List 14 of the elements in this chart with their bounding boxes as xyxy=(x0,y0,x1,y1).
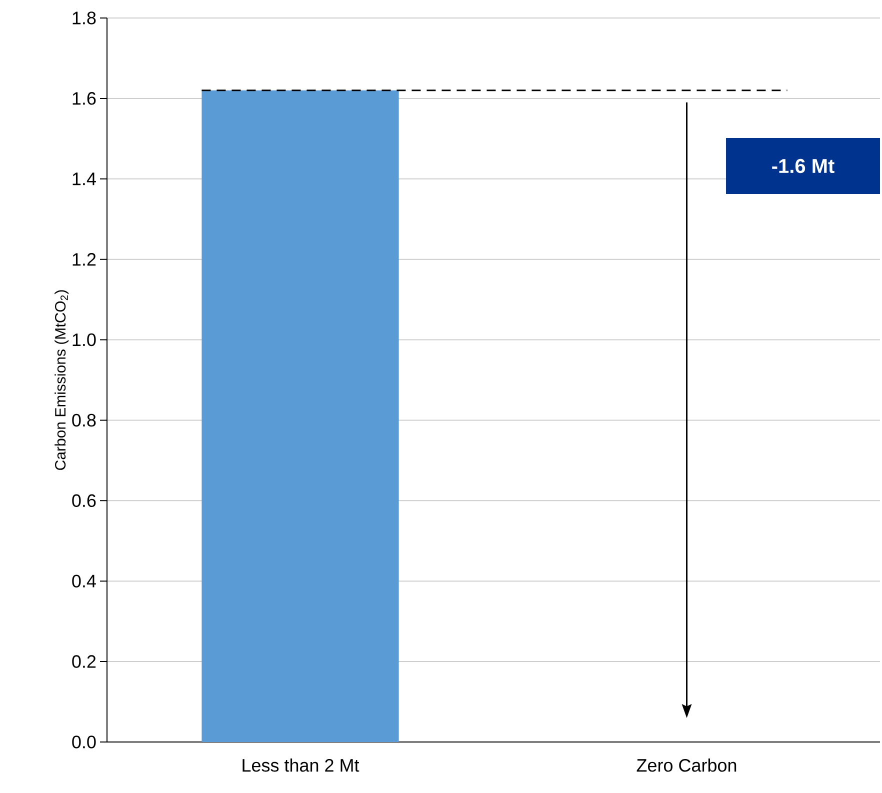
y-tick-label: 1.4 xyxy=(72,172,96,186)
y-tick-label: 0.4 xyxy=(72,574,96,588)
y-tick-label: 0.6 xyxy=(72,494,96,508)
y-tick-label: 1.6 xyxy=(72,92,96,105)
x-tick-label: Zero Carbon xyxy=(636,758,736,772)
annotation: -1.6 Mt xyxy=(772,158,834,174)
x-tick-label: Less than 2 Mt xyxy=(242,758,360,772)
y-axis-title: Carbon Emissions (MtCO$_{2}$) xyxy=(54,290,69,470)
y-tick-label: 0.8 xyxy=(72,414,96,427)
y-tick-label: 0.0 xyxy=(72,736,96,748)
y-tick-label: 1.2 xyxy=(72,253,96,266)
y-tick-label: 1.0 xyxy=(72,333,96,346)
y-tick-label: 1.8 xyxy=(72,12,96,24)
y-tick-label: 0.2 xyxy=(72,655,96,668)
